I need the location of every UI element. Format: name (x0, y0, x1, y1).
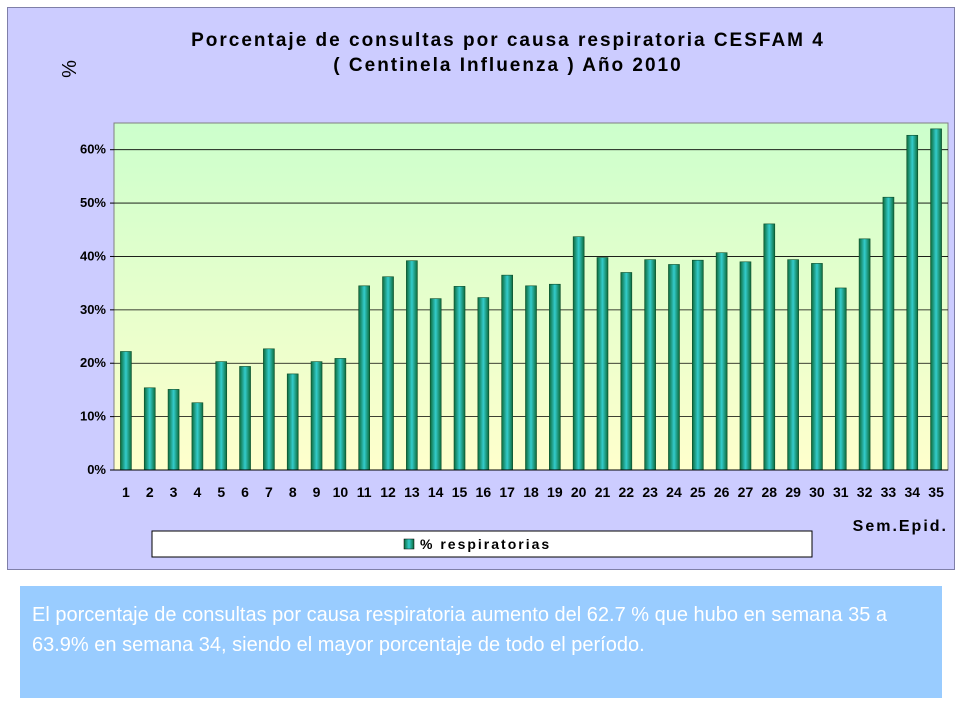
bar (906, 134, 919, 471)
legend-box (151, 530, 813, 558)
x-tick-label: 1 (122, 484, 130, 500)
x-tick-label: 14 (428, 484, 444, 500)
x-tick-label: 22 (619, 484, 635, 500)
bar (215, 361, 228, 471)
chart-title-line1: Porcentaje de consultas por causa respir… (191, 30, 825, 51)
chart-frame: Porcentaje de consultas por causa respir… (7, 7, 955, 570)
caption-text: El porcentaje de consultas por causa res… (32, 604, 887, 656)
x-tick-label: 32 (857, 484, 873, 500)
x-tick-label: 20 (571, 484, 587, 500)
y-tick-label: 30% (80, 302, 106, 317)
bar (167, 389, 180, 471)
bar (382, 276, 394, 471)
bar (525, 285, 537, 471)
bar (715, 252, 728, 471)
bar (263, 348, 275, 471)
bar (358, 285, 371, 471)
x-tick-label: 30 (809, 484, 825, 500)
x-tick-label: 16 (476, 484, 492, 500)
x-axis-label: Sem.Epid. (853, 518, 948, 535)
bar (501, 274, 513, 471)
x-tick-label: 31 (833, 484, 849, 500)
x-tick-label: 25 (690, 484, 706, 500)
x-tick-label: 5 (217, 484, 225, 500)
bar (930, 128, 942, 471)
bar (668, 264, 680, 471)
x-tick-label: 24 (666, 484, 682, 500)
x-tick-label: 10 (333, 484, 349, 500)
bar (572, 236, 585, 471)
legend-swatch (403, 538, 415, 550)
x-tick-label: 34 (904, 484, 920, 500)
bar (143, 387, 156, 471)
caption-box: El porcentaje de consultas por causa res… (20, 586, 942, 698)
x-tick-label: 17 (499, 484, 515, 500)
y-tick-label: 50% (80, 195, 106, 210)
bar (310, 361, 323, 471)
x-tick-label: 11 (357, 484, 372, 500)
x-axis-ticks: 1 2 3 4 5 6 7 8 9 10 11 12 13 14 15 16 17 18 19 20 21 22 23 24 2… (114, 469, 948, 500)
bar (811, 263, 823, 471)
x-tick-label: 9 (313, 484, 321, 500)
legend: % respiratorias (151, 530, 813, 558)
bar (334, 358, 347, 471)
bar (596, 257, 609, 471)
bar (882, 196, 895, 471)
bar (858, 238, 871, 471)
x-tick-label: 7 (265, 484, 273, 500)
bar (763, 223, 776, 471)
bar (620, 272, 633, 471)
bar (644, 259, 656, 471)
bar-chart: Porcentaje de consultas por causa respir… (59, 30, 949, 558)
y-axis-label: % (59, 60, 81, 78)
bar (406, 260, 418, 471)
bar (453, 286, 466, 471)
x-tick-label: 29 (785, 484, 801, 500)
y-tick-label: 40% (80, 248, 106, 263)
bar (239, 366, 251, 471)
bar (429, 298, 442, 471)
x-tick-label: 12 (380, 484, 396, 500)
x-tick-label: 21 (595, 484, 611, 500)
bar (549, 283, 561, 471)
x-tick-label: 18 (523, 484, 539, 500)
bar (691, 259, 704, 471)
x-tick-label: 27 (738, 484, 754, 500)
x-tick-label: 3 (170, 484, 178, 500)
x-tick-label: 6 (241, 484, 249, 500)
x-tick-label: 15 (452, 484, 468, 500)
x-tick-label: 35 (928, 484, 944, 500)
x-tick-label: 8 (289, 484, 297, 500)
bar (120, 351, 132, 471)
bar (834, 287, 847, 471)
bar (787, 259, 799, 471)
bar (477, 297, 490, 471)
x-tick-label: 23 (642, 484, 658, 500)
y-axis-ticks: 0% 10% 20% 30% 40% 50% 60% (80, 142, 114, 477)
y-tick-label: 20% (80, 355, 106, 370)
x-tick-label: 26 (714, 484, 730, 500)
bar (286, 373, 299, 471)
x-tick-label: 19 (547, 484, 563, 500)
bar (739, 261, 752, 471)
x-tick-label: 2 (146, 484, 154, 500)
gridlines (114, 149, 948, 418)
y-tick-label: 10% (80, 409, 106, 424)
y-tick-label: 0% (87, 462, 106, 477)
x-tick-label: 13 (404, 484, 420, 500)
chart-title-line2: ( Centinela Influenza ) Año 2010 (333, 55, 682, 76)
x-tick-label: 33 (881, 484, 897, 500)
x-tick-label: 4 (194, 484, 202, 500)
legend-label: % respiratorias (420, 536, 551, 552)
x-tick-label: 28 (761, 484, 777, 500)
bar (191, 402, 204, 471)
y-tick-label: 60% (80, 142, 106, 157)
bars (120, 128, 942, 471)
